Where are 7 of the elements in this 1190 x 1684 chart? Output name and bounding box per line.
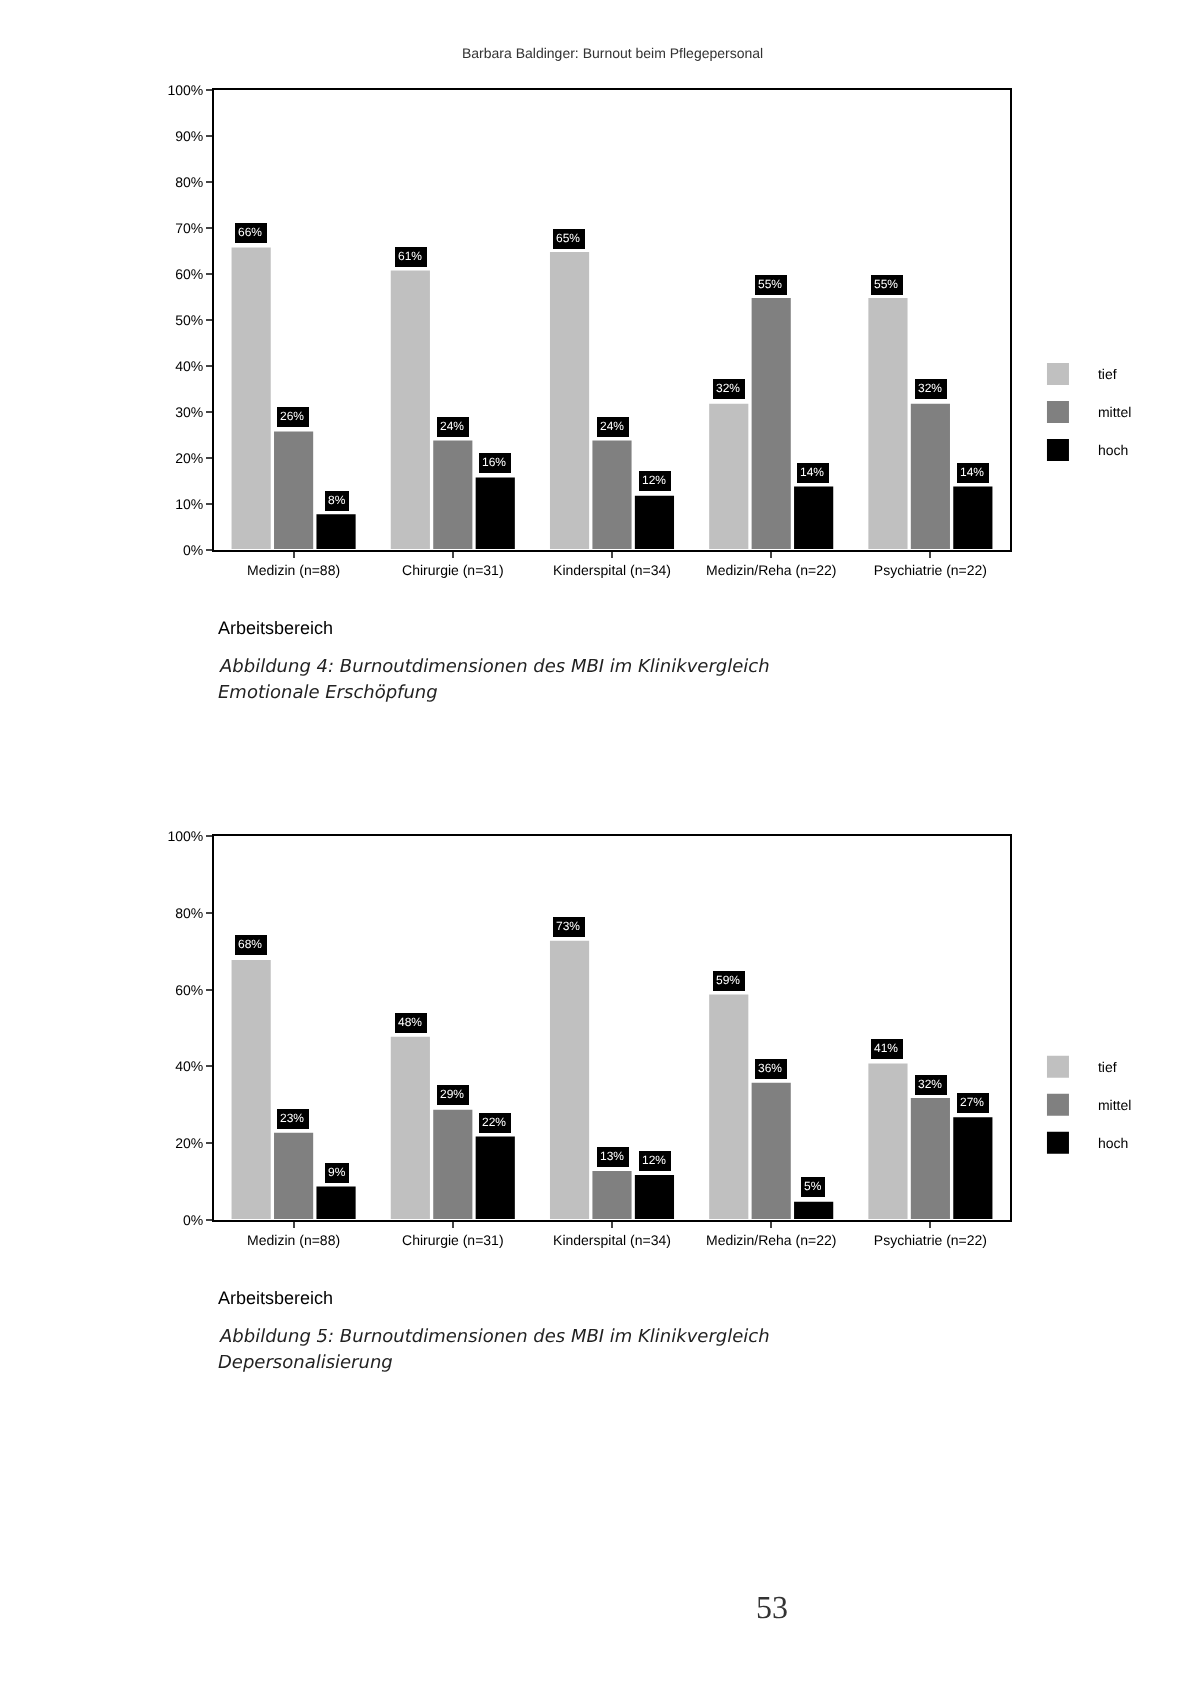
x-axis-title: Arbeitsbereich [218, 618, 334, 638]
text: Emotionale Erschöpfung [218, 684, 439, 704]
text: Abbildung 5: Burnoutdimensionen des MBI im Klinikvergleich [218, 1328, 771, 1348]
text: Depersonalisierung [218, 1354, 394, 1374]
x-axis-title: Arbeitsbereich [218, 1288, 334, 1308]
text: 53 [756, 1592, 788, 1626]
text: Abbildung 4: Burnoutdimensionen des MBI im Klinikvergleich [218, 658, 771, 678]
